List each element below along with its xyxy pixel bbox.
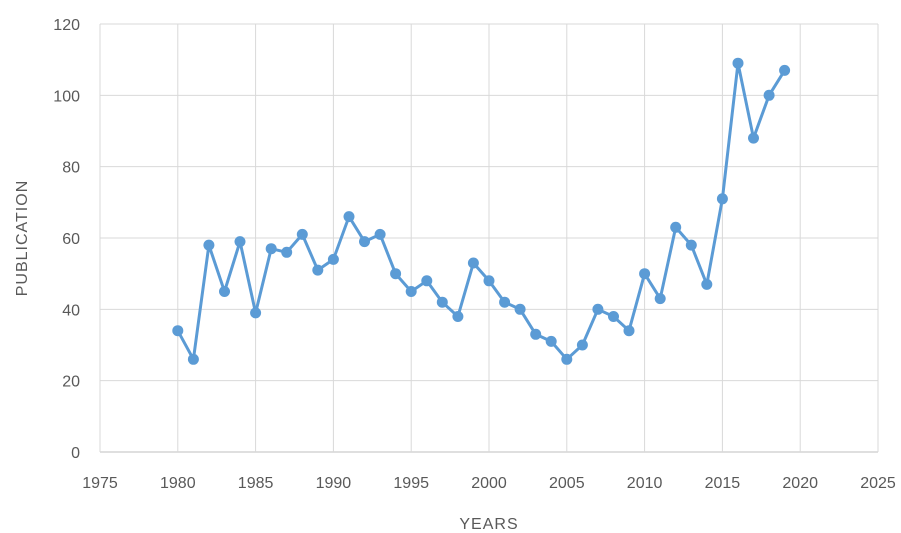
y-tick-label: 100 xyxy=(53,88,80,105)
data-point xyxy=(716,193,728,205)
x-tick-label: 2025 xyxy=(860,475,896,492)
data-point xyxy=(421,275,433,287)
data-point xyxy=(623,325,635,337)
data-point xyxy=(467,257,479,269)
x-axis-title: YEARS xyxy=(459,516,518,533)
x-tick-label: 2020 xyxy=(782,475,818,492)
x-axis-ticks: 1975 1980 1985 1990 1995 2000 2005 2010 2015 2020… xyxy=(82,475,896,492)
grid-lines xyxy=(99,23,879,453)
data-point xyxy=(374,228,386,240)
y-tick-label: 60 xyxy=(62,231,80,248)
data-point xyxy=(483,275,495,287)
data-point xyxy=(670,221,682,233)
data-point xyxy=(187,353,199,365)
x-tick-label: 2010 xyxy=(627,475,663,492)
data-point xyxy=(576,339,588,351)
x-tick-label: 1985 xyxy=(238,475,274,492)
data-point xyxy=(452,311,464,322)
series-line xyxy=(176,61,786,361)
data-point xyxy=(514,303,526,315)
data-point xyxy=(545,335,557,347)
data-point xyxy=(732,57,744,69)
x-tick-label: 2005 xyxy=(549,475,585,492)
x-tick-label: 1990 xyxy=(316,475,352,492)
data-point xyxy=(701,278,713,290)
data-point xyxy=(499,296,511,308)
x-tick-label: 2015 xyxy=(705,475,741,492)
data-point xyxy=(592,303,604,315)
data-point xyxy=(250,307,262,319)
x-tick-label: 1975 xyxy=(82,475,118,492)
data-point xyxy=(779,64,791,76)
data-point xyxy=(265,243,277,255)
y-tick-label: 20 xyxy=(62,374,80,391)
data-point xyxy=(608,311,619,322)
data-point xyxy=(219,286,230,297)
data-point xyxy=(281,246,293,258)
data-point xyxy=(390,268,402,280)
y-tick-label: 40 xyxy=(62,302,80,319)
data-point xyxy=(312,264,324,276)
data-point xyxy=(639,268,651,280)
data-point xyxy=(561,353,573,365)
data-point xyxy=(172,325,184,337)
data-point xyxy=(763,89,775,101)
y-tick-label: 80 xyxy=(62,160,80,177)
data-point xyxy=(359,236,370,248)
data-point xyxy=(405,286,417,297)
x-tick-label: 1995 xyxy=(393,475,429,492)
x-tick-label: 2000 xyxy=(471,475,507,492)
y-axis-title: PUBLICATION xyxy=(14,180,31,297)
data-point xyxy=(327,253,339,265)
data-point xyxy=(296,228,308,240)
y-tick-label: 120 xyxy=(53,17,80,34)
data-point xyxy=(436,296,448,308)
x-tick-label: 1980 xyxy=(160,475,196,492)
data-point xyxy=(343,211,355,223)
y-axis-ticks: 0 20 40 60 80 100 120 xyxy=(53,17,80,462)
data-point xyxy=(748,132,759,144)
data-point xyxy=(685,239,697,251)
data-point xyxy=(654,293,666,305)
data-point xyxy=(234,236,246,248)
data-point xyxy=(203,239,215,251)
y-tick-label: 0 xyxy=(71,445,80,462)
series-publications xyxy=(172,57,791,365)
data-point xyxy=(530,328,542,340)
